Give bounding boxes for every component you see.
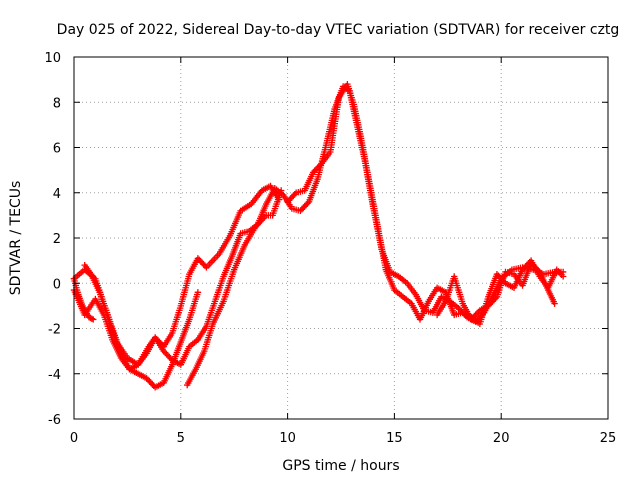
x-tick-label: 5 — [177, 431, 185, 446]
grid — [74, 57, 608, 419]
data-point — [90, 316, 97, 323]
x-tick-label: 0 — [70, 431, 78, 446]
x-tick-label: 20 — [493, 431, 510, 446]
series-track-e — [280, 83, 567, 325]
series-track-d — [184, 187, 285, 389]
y-tick-label: 2 — [53, 232, 61, 247]
data-point — [88, 315, 95, 322]
y-tick-label: 4 — [53, 187, 61, 202]
x-tick-label: 10 — [279, 431, 296, 446]
y-tick-label: 8 — [53, 96, 61, 111]
y-tick-labels: -6 -4 -2 0 2 4 6 8 10 — [44, 51, 61, 428]
data-point — [277, 187, 285, 194]
y-tick-label: 10 — [44, 51, 61, 66]
data-point — [551, 300, 558, 307]
y-axis-title: SDTVAR / TECUs — [8, 181, 24, 296]
y-tick-label: -4 — [48, 368, 61, 383]
axis-ticks — [73, 56, 609, 420]
data-marks — [70, 80, 567, 391]
y-tick-label: 6 — [53, 142, 61, 157]
y-tick-label: -2 — [48, 323, 61, 338]
series-track-c — [81, 182, 283, 368]
y-tick-label: -6 — [48, 413, 61, 428]
series-track-f — [284, 80, 567, 328]
data-point — [559, 273, 567, 280]
data-point — [194, 289, 202, 296]
x-tick-labels: 0 5 10 15 20 25 — [70, 431, 616, 446]
x-axis-title: GPS time / hours — [282, 458, 399, 474]
x-tick-label: 25 — [600, 431, 617, 446]
chart-title: Day 025 of 2022, Sidereal Day-to-day VTE… — [57, 22, 620, 38]
y-tick-label: 0 — [53, 277, 61, 292]
series-track-g — [433, 259, 558, 323]
x-tick-label: 15 — [386, 431, 403, 446]
